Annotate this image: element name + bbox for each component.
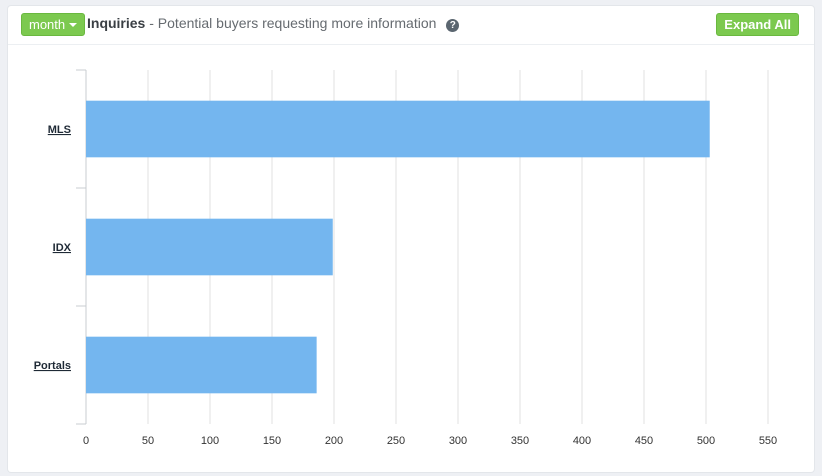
bars	[86, 100, 710, 394]
x-tick-labels: 0 50 100 150 200 250 300 350 400 450 500 550	[83, 435, 777, 447]
category-label-idx[interactable]: IDX	[53, 242, 72, 254]
x-tick-label: 500	[697, 435, 715, 447]
bar-portals	[86, 336, 317, 394]
x-tick-label: 50	[142, 435, 154, 447]
title-text: Inquiries	[87, 15, 146, 31]
period-dropdown-button[interactable]: month	[21, 13, 86, 36]
subtitle-text: - Potential buyers requesting more infor…	[149, 15, 437, 31]
x-tick-label: 550	[759, 435, 777, 447]
x-tick-label: 350	[511, 435, 529, 447]
category-label-portals[interactable]: Portals	[34, 360, 71, 372]
question-circle-icon[interactable]: ?	[446, 19, 460, 32]
x-tick-label: 0	[83, 435, 89, 447]
bar-mls	[86, 100, 710, 158]
y-axis	[76, 69, 87, 425]
period-label: month	[29, 17, 66, 32]
panel-header: month Inquiries - Potential buyers reque…	[8, 6, 814, 45]
x-tick-label: 400	[573, 435, 591, 447]
x-tick-label: 300	[449, 435, 467, 447]
x-tick-label: 450	[635, 435, 653, 447]
category-labels: MLS IDX Portals	[34, 124, 72, 372]
expand-all-button[interactable]: Expand All	[716, 13, 799, 36]
panel-title: Inquiries - Potential buyers requesting …	[87, 15, 460, 32]
x-tick-label: 100	[201, 435, 219, 447]
caret-down-icon	[69, 23, 78, 27]
category-label-mls[interactable]: MLS	[48, 124, 71, 136]
x-tick-label: 250	[387, 435, 405, 447]
x-tick-label: 200	[325, 435, 343, 447]
x-tick-label: 150	[263, 435, 281, 447]
bar-idx	[86, 218, 333, 276]
